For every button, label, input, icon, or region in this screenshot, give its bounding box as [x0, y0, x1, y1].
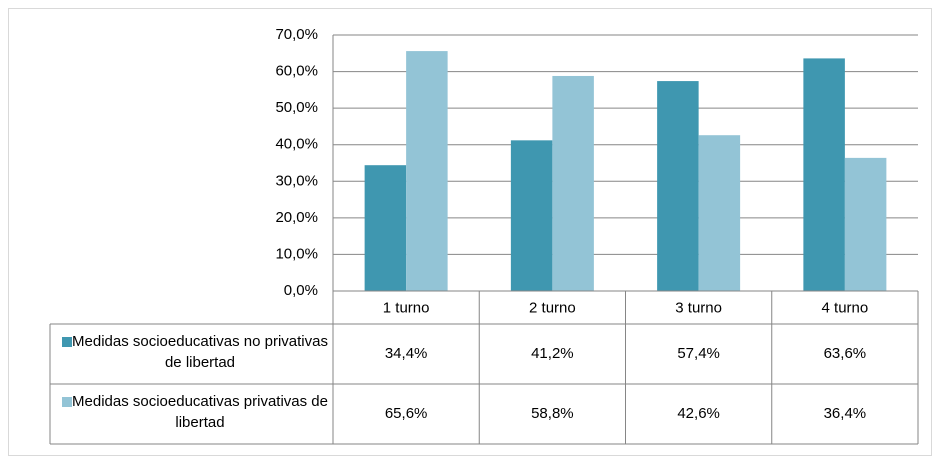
y-tick-label: 60,0%	[275, 63, 318, 80]
bar	[657, 81, 699, 291]
y-tick-label: 70,0%	[275, 26, 318, 43]
data-label: 34,4%	[385, 345, 428, 362]
legend-label-box: Medidas socioeducativas privativas de li…	[72, 393, 328, 431]
bar	[552, 75, 594, 292]
data-label: 42,6%	[677, 405, 720, 422]
legend-swatch	[62, 397, 72, 407]
bar	[406, 51, 448, 291]
legend-label: Medidas socioeducativas no privativas de…	[72, 333, 328, 371]
bar	[510, 140, 553, 291]
chart-border	[8, 8, 932, 456]
data-label: 36,4%	[824, 405, 867, 422]
bar	[803, 58, 845, 291]
bar	[844, 157, 887, 291]
x-tick-label: 3 turno	[675, 299, 722, 316]
bar	[364, 165, 407, 291]
data-label: 58,8%	[531, 405, 574, 422]
legend-swatch	[62, 337, 72, 347]
y-tick-label: 0,0%	[284, 282, 318, 299]
x-tick-label: 2 turno	[529, 299, 576, 316]
data-label: 65,6%	[385, 405, 428, 422]
data-label: 41,2%	[531, 345, 574, 362]
bar	[698, 135, 741, 291]
y-tick-label: 30,0%	[275, 172, 318, 189]
data-label: 63,6%	[824, 345, 867, 362]
y-tick-label: 20,0%	[275, 209, 318, 226]
x-tick-label: 4 turno	[822, 299, 869, 316]
x-tick-label: 1 turno	[383, 299, 430, 316]
legend-label: Medidas socioeducativas privativas de li…	[72, 393, 328, 431]
legend-label-box: Medidas socioeducativas no privativas de…	[72, 333, 328, 371]
y-tick-label: 40,0%	[275, 136, 318, 153]
y-tick-label: 10,0%	[275, 245, 318, 262]
y-tick-label: 50,0%	[275, 99, 318, 116]
data-label: 57,4%	[677, 345, 720, 362]
